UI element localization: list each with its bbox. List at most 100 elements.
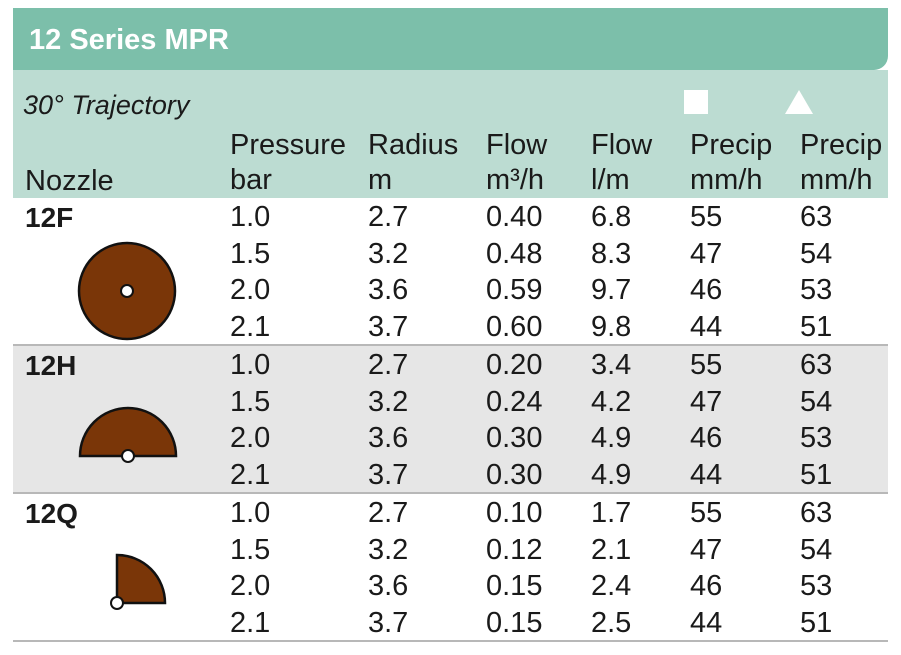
table-row: 2.1 3.7 0.30 4.9 44 51 <box>13 457 888 494</box>
header-precip-triangle-label: Precip <box>800 129 883 161</box>
mpr-spec-table: 12 Series MPR 30° Trajectory Nozzle Pres… <box>13 0 888 655</box>
header-radius: Radius m <box>368 128 458 198</box>
radius-cell: 3.6 <box>368 570 409 602</box>
table-row: 1.0 2.7 0.40 6.8 55 63 <box>13 199 888 236</box>
precip-square-cell: 55 <box>690 201 723 233</box>
flow-l-cell: 2.5 <box>591 606 632 639</box>
precip-triangle-cell: 63 <box>800 497 833 529</box>
full-circle-nozzle-icon <box>77 241 177 341</box>
precip-triangle-cell: 54 <box>800 385 833 418</box>
table-row: 2.1 3.7 0.15 2.5 44 51 <box>13 605 888 642</box>
pressure-cell: 2.0 <box>230 422 271 454</box>
precip-square-cell: 46 <box>690 274 723 306</box>
radius-cell: 2.7 <box>368 201 409 233</box>
nozzle-group-12f: 12F 1.0 2.7 0.40 6.8 55 63 1.5 3.2 0.48 8.3 47 54 2.0… <box>13 198 888 346</box>
flow-l-cell: 9.7 <box>591 274 632 306</box>
pressure-cell: 1.0 <box>230 497 271 529</box>
table-header: 30° Trajectory Nozzle Pressure bar Radiu… <box>13 70 888 198</box>
half-circle-nozzle-icon <box>78 406 178 463</box>
precip-square-cell: 47 <box>690 385 723 418</box>
header-flow-m3-unit: m³/h <box>486 164 544 196</box>
precip-square-cell: 44 <box>690 458 723 491</box>
precip-square-cell: 44 <box>690 606 723 639</box>
flow-m3-cell: 0.59 <box>486 274 543 306</box>
radius-cell: 3.7 <box>368 458 409 491</box>
flow-l-cell: 4.9 <box>591 458 632 491</box>
precip-square-cell: 47 <box>690 533 723 566</box>
trajectory-label: 30° Trajectory <box>23 90 190 120</box>
table-row: 1.0 2.7 0.20 3.4 55 63 <box>13 347 888 384</box>
flow-l-cell: 2.4 <box>591 570 632 602</box>
flow-l-cell: 4.2 <box>591 385 632 418</box>
flow-m3-cell: 0.40 <box>486 201 543 233</box>
precip-square-cell: 44 <box>690 310 723 343</box>
precip-triangle-cell: 63 <box>800 349 833 381</box>
radius-cell: 3.6 <box>368 274 409 306</box>
pressure-cell: 2.0 <box>230 570 271 602</box>
header-precip-triangle: Precip mm/h <box>800 128 882 198</box>
precip-triangle-cell: 54 <box>800 533 833 566</box>
header-flow-l: Flow l/m <box>591 128 652 198</box>
precip-triangle-cell: 53 <box>800 274 833 306</box>
header-precip-square-label: Precip <box>690 129 773 161</box>
row-divider <box>13 640 888 642</box>
pressure-cell: 2.0 <box>230 274 271 306</box>
precip-square-cell: 46 <box>690 570 723 602</box>
flow-l-cell: 9.8 <box>591 310 632 343</box>
flow-l-cell: 6.8 <box>591 201 632 233</box>
table-row: 1.5 3.2 0.24 4.2 47 54 <box>13 384 888 421</box>
flow-m3-cell: 0.48 <box>486 237 543 270</box>
square-icon <box>684 90 708 114</box>
header-nozzle: Nozzle <box>25 165 114 197</box>
pressure-cell: 1.0 <box>230 349 271 381</box>
pressure-cell: 2.1 <box>230 310 271 343</box>
table-row: 1.0 2.7 0.10 1.7 55 63 <box>13 495 888 532</box>
precip-triangle-cell: 53 <box>800 570 833 602</box>
header-pressure-label: Pressure <box>230 129 347 161</box>
flow-m3-cell: 0.24 <box>486 385 543 418</box>
radius-cell: 3.2 <box>368 237 409 270</box>
header-precip-square: Precip mm/h <box>690 128 772 198</box>
precip-square-cell: 47 <box>690 237 723 270</box>
flow-l-cell: 3.4 <box>591 349 632 381</box>
nozzle-name: 12Q <box>25 498 78 529</box>
flow-m3-cell: 0.10 <box>486 497 543 529</box>
quarter-circle-nozzle-icon <box>110 553 167 610</box>
table-row: 2.0 3.6 0.15 2.4 46 53 <box>13 568 888 605</box>
header-radius-unit: m <box>368 164 393 196</box>
row-divider <box>13 492 888 494</box>
header-radius-label: Radius <box>368 129 459 161</box>
pressure-cell: 2.1 <box>230 606 271 639</box>
precip-triangle-cell: 63 <box>800 201 833 233</box>
radius-cell: 3.7 <box>368 310 409 343</box>
table-title: 12 Series MPR <box>29 24 229 56</box>
precip-triangle-cell: 51 <box>800 458 833 491</box>
header-precip-square-unit: mm/h <box>690 164 763 196</box>
nozzle-group-12h: 12H 1.0 2.7 0.20 3.4 55 63 1.5 3.2 0.24 4.2 47 54 2.0… <box>13 346 888 494</box>
radius-cell: 2.7 <box>368 349 409 381</box>
flow-m3-cell: 0.30 <box>486 422 543 454</box>
precip-square-cell: 46 <box>690 422 723 454</box>
nozzle-group-12q: 12Q 1.0 2.7 0.10 1.7 55 63 1.5 3.2 0.12 2.1 47 54 2.0… <box>13 494 888 642</box>
flow-l-cell: 2.1 <box>591 533 632 566</box>
flow-m3-cell: 0.60 <box>486 310 543 343</box>
nozzle-name: 12F <box>25 202 74 233</box>
header-pressure-unit: bar <box>230 164 272 196</box>
table-row: 1.5 3.2 0.48 8.3 47 54 <box>13 236 888 273</box>
precip-triangle-cell: 54 <box>800 237 833 270</box>
flow-l-cell: 1.7 <box>591 497 632 529</box>
precip-triangle-cell: 53 <box>800 422 833 454</box>
pressure-cell: 1.5 <box>230 533 271 566</box>
header-precip-triangle-unit: mm/h <box>800 164 873 196</box>
precip-square-cell: 55 <box>690 497 723 529</box>
row-divider <box>13 344 888 346</box>
pressure-cell: 1.5 <box>230 385 271 418</box>
header-pressure: Pressure bar <box>230 128 346 198</box>
table-row: 2.0 3.6 0.59 9.7 46 53 <box>13 272 888 309</box>
header-flow-l-unit: l/m <box>591 164 630 196</box>
flow-l-cell: 8.3 <box>591 237 632 270</box>
nozzle-name: 12H <box>25 350 77 381</box>
radius-cell: 3.2 <box>368 533 409 566</box>
precip-triangle-cell: 51 <box>800 606 833 639</box>
flow-m3-cell: 0.30 <box>486 458 543 491</box>
